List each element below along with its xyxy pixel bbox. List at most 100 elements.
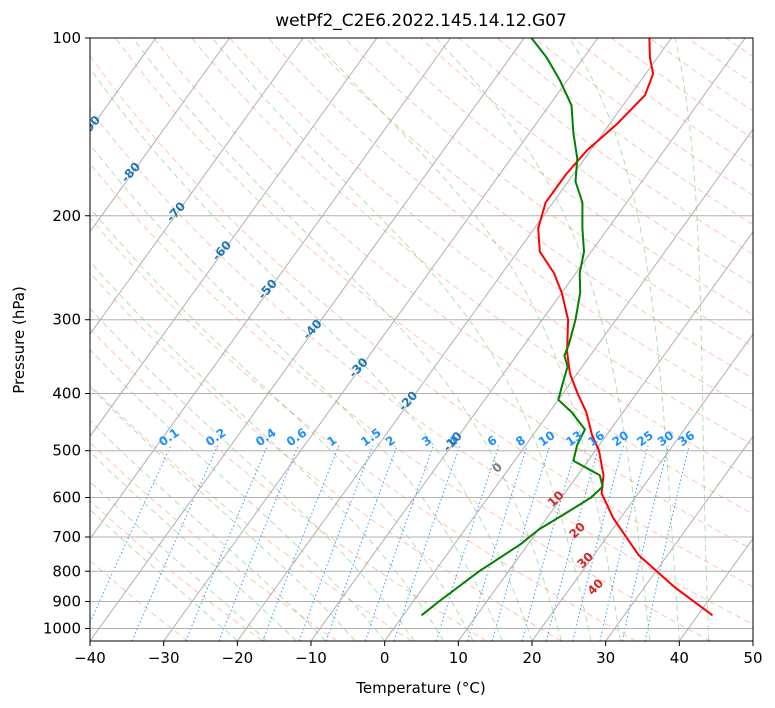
x-tick-label: 50 xyxy=(743,649,762,667)
isotherm-line xyxy=(531,333,753,641)
x-axis: −40 −30 −20 −10 0 10 20 30 40 50 xyxy=(74,641,763,667)
x-tick-label: 40 xyxy=(670,649,689,667)
plot-frame xyxy=(89,37,754,642)
mixing-ratio-line xyxy=(298,445,374,641)
dry-adiabat-line xyxy=(191,38,753,480)
isotherm-line xyxy=(384,128,753,641)
mixing-ratio-line xyxy=(599,445,649,641)
isotherm-line xyxy=(605,435,753,641)
moist-adiabat-label: 20 xyxy=(566,520,588,542)
dry-adiabat-line xyxy=(687,38,753,85)
moist-adiabat-line xyxy=(132,38,562,641)
moist-adiabat-line xyxy=(90,207,474,641)
x-tick-label: 30 xyxy=(596,649,615,667)
mixing-ratio-line xyxy=(572,445,624,641)
moist-adiabat-line xyxy=(90,348,386,641)
mixing-ratio-label: 36 xyxy=(676,428,698,449)
dry-adiabat-line xyxy=(153,38,753,515)
mixing-ratio-line xyxy=(131,445,219,641)
moist-adiabat-line xyxy=(211,38,592,641)
y-tick-label: 800 xyxy=(52,562,81,580)
isotherm-line xyxy=(457,230,753,641)
chart-title: wetPf2_C2E6.2022.145.14.12.G07 xyxy=(275,11,567,31)
y-tick-label: 900 xyxy=(52,592,81,610)
dry-adiabat-line xyxy=(725,38,753,58)
mixing-ratio-label: 0.1 xyxy=(156,425,181,449)
mixing-ratio-line xyxy=(467,445,528,641)
mixing-ratio-label: 10 xyxy=(536,428,558,449)
mixing-ratio-label: 6 xyxy=(485,433,500,449)
mixing-ratio-line xyxy=(621,445,669,641)
moist-adiabat-label: 0 xyxy=(489,460,505,476)
dry-adiabat-line xyxy=(115,38,753,551)
moist-adiabat-label: 30 xyxy=(574,549,596,571)
x-axis-label: Temperature (°C) xyxy=(355,679,485,697)
y-axis-label: Pressure (hPa) xyxy=(10,286,28,394)
mixing-ratio-label: 16 xyxy=(585,428,607,449)
mixing-ratio-label: 3 xyxy=(419,433,434,449)
grid-lines xyxy=(0,38,753,641)
y-axis: 100 200 300 400 500 600 700 800 900 1000 xyxy=(43,29,90,637)
x-tick-label: 0 xyxy=(380,649,390,667)
isotherm-line xyxy=(90,38,451,540)
mixing-ratio-label: 0.4 xyxy=(253,425,278,449)
dry-adiabat-line xyxy=(458,38,753,255)
moist-adiabat-line xyxy=(90,480,268,641)
dry-adiabat-line xyxy=(90,327,487,641)
y-tick-label: 200 xyxy=(52,207,81,225)
x-tick-label: 20 xyxy=(522,649,541,667)
dry-adiabat-line xyxy=(90,162,711,641)
isotherm-line xyxy=(90,38,378,438)
mixing-ratio-line xyxy=(325,445,398,641)
mixing-ratio-line xyxy=(545,445,600,641)
background-lines xyxy=(90,38,775,641)
dry-adiabat-line xyxy=(649,38,753,112)
isotherm-label: -100 xyxy=(38,59,68,91)
moist-adiabat-line xyxy=(674,38,710,641)
moist-adiabat-line xyxy=(90,260,445,641)
y-tick-label: 1000 xyxy=(43,619,81,637)
mixing-ratio-line xyxy=(364,445,434,641)
dry-adiabat-line xyxy=(267,38,753,412)
moist-adiabat-label: 40 xyxy=(585,576,607,598)
isotherm-line xyxy=(163,38,599,641)
isotherm-line xyxy=(678,537,753,641)
isotherm-line xyxy=(90,38,230,233)
mixing-ratio-line xyxy=(90,445,172,624)
moist-adiabat-label: 10 xyxy=(545,488,567,510)
dry-adiabat-line xyxy=(764,38,775,641)
y-tick-label: 600 xyxy=(52,488,81,506)
y-tick-label: 400 xyxy=(52,385,81,403)
x-tick-label: −30 xyxy=(148,649,180,667)
dry-adiabat-line xyxy=(420,38,753,285)
mixing-ratio-label: 13 xyxy=(563,428,585,449)
isotherm-line xyxy=(310,38,746,641)
x-tick-label: −40 xyxy=(74,649,106,667)
mixing-ratio-line xyxy=(644,445,690,641)
mixing-ratio-label: 30 xyxy=(655,428,677,449)
isotherm-line xyxy=(90,38,525,641)
dry-adiabat-line xyxy=(90,500,263,641)
dry-adiabat-line xyxy=(229,38,753,446)
mixing-ratio-line xyxy=(491,445,551,641)
dry-adiabat-line xyxy=(343,38,753,348)
mixing-ratio-label: 0.6 xyxy=(284,425,309,449)
mixing-ratio-label: 20 xyxy=(610,428,632,449)
mixing-ratio-line xyxy=(435,445,500,641)
isotherm-line xyxy=(90,38,304,335)
x-tick-label: −10 xyxy=(295,649,327,667)
y-tick-label: 100 xyxy=(52,29,81,47)
moist-adiabat-line xyxy=(90,307,415,641)
moist-adiabat-line xyxy=(90,385,356,641)
moist-adiabat-line xyxy=(90,508,238,641)
dry-adiabat-line xyxy=(90,441,338,641)
moist-adiabat-line xyxy=(90,451,297,641)
isotherm-line xyxy=(752,640,753,641)
temperature-profile-line xyxy=(537,38,714,617)
y-tick-label: 300 xyxy=(52,311,81,329)
mixing-ratio-label: 25 xyxy=(634,428,656,449)
mixing-ratio-label: 0.2 xyxy=(203,425,228,449)
isotherm-line xyxy=(0,38,9,641)
